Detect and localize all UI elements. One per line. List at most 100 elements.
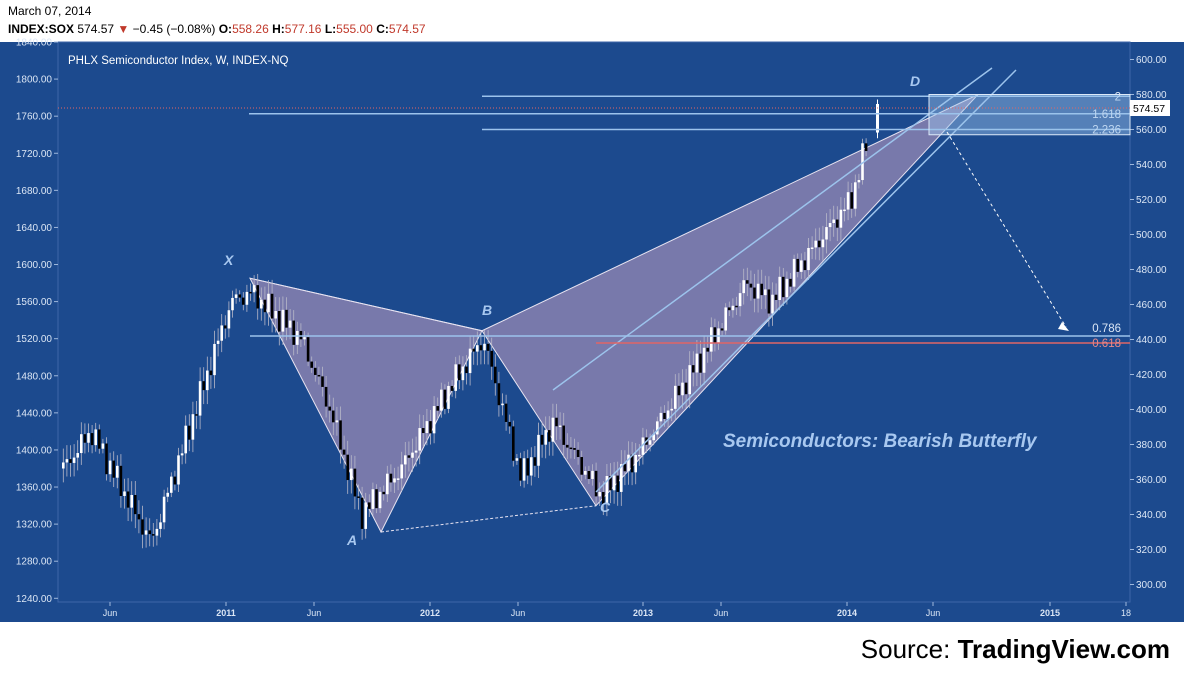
- plot-frame: [57, 41, 1131, 603]
- candle-body: [504, 403, 508, 422]
- fib-level-label: 0.618: [1092, 338, 1121, 350]
- candle-body: [569, 447, 573, 450]
- candle-body: [756, 283, 760, 299]
- candle-body: [432, 406, 436, 434]
- candle-body: [238, 294, 241, 298]
- candle-body: [458, 364, 461, 381]
- candle-body: [814, 240, 817, 248]
- candle-body: [159, 522, 162, 529]
- candle-body: [404, 455, 407, 465]
- candle-body: [720, 328, 724, 331]
- candle-body: [231, 297, 234, 311]
- projection-arrow-line: [946, 131, 1067, 328]
- left-tick-label: 1480.00: [16, 371, 53, 382]
- candle-body: [216, 340, 220, 344]
- candle-body: [706, 347, 709, 352]
- candle-body: [112, 460, 115, 478]
- candle-body: [641, 437, 645, 455]
- candle-body: [396, 478, 400, 480]
- candle-body: [188, 425, 191, 440]
- candle-body: [580, 457, 583, 475]
- candle-body: [443, 389, 447, 409]
- candle-body: [864, 143, 868, 152]
- candle-body: [566, 444, 569, 448]
- price-label-text: 574.57: [1133, 103, 1165, 115]
- candle-body: [177, 455, 180, 485]
- candle-body: [724, 307, 727, 331]
- fib-levels: 2 1.618 2.236 0.786 0.618: [249, 91, 1130, 350]
- candle-body: [148, 530, 151, 535]
- candle-body: [782, 276, 785, 298]
- candle-body: [828, 223, 832, 228]
- candle-body: [152, 534, 155, 536]
- candle-body: [778, 276, 781, 301]
- candle-body: [144, 530, 148, 535]
- candle-body: [440, 389, 443, 411]
- candle-body: [537, 434, 540, 466]
- candle-body: [695, 353, 699, 373]
- candle-body: [605, 475, 609, 505]
- candle-body: [411, 452, 414, 458]
- candle-body: [666, 410, 670, 419]
- x-tick-label: Jun: [103, 608, 118, 618]
- candle-body: [857, 180, 861, 183]
- candle-body: [767, 289, 771, 314]
- candle-body: [263, 299, 267, 313]
- candle-body: [378, 491, 382, 509]
- candle-body: [573, 447, 576, 450]
- candle-body: [530, 457, 533, 476]
- candle-body: [90, 433, 94, 446]
- candle-body: [522, 458, 526, 481]
- candle-body: [72, 457, 76, 463]
- candle-body: [659, 412, 663, 422]
- candle-body: [591, 470, 594, 479]
- candle-body: [839, 209, 843, 228]
- candle-body: [800, 260, 803, 272]
- right-tick-label: 340.00: [1136, 510, 1167, 521]
- candle-body: [656, 421, 659, 435]
- candle-body: [555, 417, 558, 427]
- right-tick-label: 320.00: [1136, 545, 1167, 556]
- right-axis: 600.00 580.00 560.00 540.00 520.00 500.00 480.…: [1130, 55, 1167, 591]
- candle-body: [166, 492, 169, 497]
- candle-body: [785, 278, 789, 298]
- candle-body: [638, 454, 641, 457]
- price-chart[interactable]: 1840.00 1800.00 1760.00 1720.00 1680.00 1640.…: [0, 0, 1184, 622]
- candle-body: [227, 310, 231, 329]
- candle-body: [713, 327, 717, 343]
- candle-body: [342, 449, 346, 455]
- left-tick-label: 1640.00: [16, 223, 53, 234]
- candle-body: [551, 417, 555, 442]
- candle-body: [335, 420, 339, 423]
- candle-body: [386, 473, 389, 495]
- candle-body: [94, 429, 97, 446]
- candle-body: [548, 430, 551, 442]
- candle-body: [245, 291, 249, 305]
- candle-body: [126, 491, 130, 508]
- candle-body: [393, 478, 396, 483]
- candle-body: [609, 475, 612, 491]
- candle-body: [324, 386, 328, 407]
- candle-body: [623, 464, 627, 472]
- low-label: L:: [324, 22, 337, 36]
- candle-body: [710, 327, 713, 352]
- candle-body: [789, 278, 792, 287]
- candle-body: [288, 320, 292, 328]
- x-tick-label: 18: [1121, 608, 1131, 618]
- candle-body: [260, 299, 263, 309]
- source-prefix: Source:: [860, 634, 958, 664]
- right-tick-label: 460.00: [1136, 300, 1167, 311]
- candle-body: [846, 192, 850, 210]
- candle-body: [108, 460, 112, 475]
- candle-body: [612, 475, 616, 491]
- candle-body: [497, 383, 501, 406]
- candle-body: [299, 330, 303, 340]
- candle-body: [648, 440, 652, 445]
- candle-body: [332, 410, 335, 423]
- candle-body: [508, 421, 511, 427]
- low-value: 555.00: [336, 22, 373, 36]
- candle-body: [454, 364, 457, 391]
- pattern-line-ac: [380, 505, 597, 533]
- candle-body: [357, 496, 360, 498]
- left-tick-label: 1520.00: [16, 334, 53, 345]
